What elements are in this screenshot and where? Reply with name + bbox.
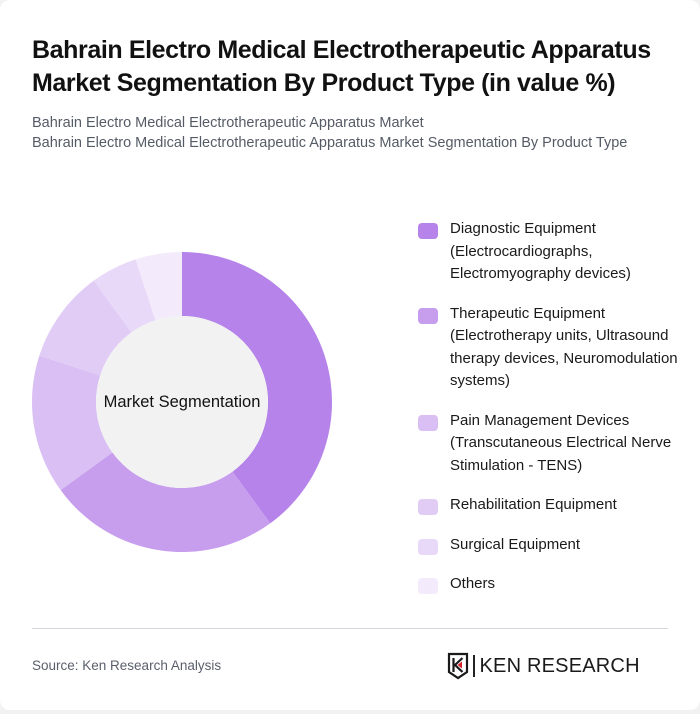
legend-item-surgical[interactable]: Surgical Equipment bbox=[418, 534, 678, 557]
ken-research-logo[interactable]: KEN RESEARCH bbox=[447, 652, 640, 680]
legend-swatch bbox=[418, 414, 438, 431]
donut-svg bbox=[31, 252, 332, 552]
legend-swatch bbox=[418, 499, 438, 515]
legend-swatch bbox=[418, 538, 438, 555]
legend-swatch bbox=[418, 578, 438, 594]
legend-item-therapeutic[interactable]: Therapeutic Equipment (Electrotherapy un… bbox=[418, 303, 678, 393]
subtitle-line-1: Bahrain Electro Medical Electrotherapeut… bbox=[32, 115, 424, 131]
logo-text: KEN RESEARCH bbox=[479, 655, 640, 677]
donut-chart bbox=[30, 250, 334, 554]
chart-subtitle: Bahrain Electro Medical Electrotherapeut… bbox=[32, 113, 672, 153]
chart-title: Bahrain Electro Medical Electrotherapeut… bbox=[32, 36, 651, 97]
donut-segment[interactable] bbox=[31, 355, 113, 491]
legend-label: Therapeutic Equipment (Electrotherapy un… bbox=[450, 304, 678, 390]
subtitle-line-2: Bahrain Electro Medical Electrotherapeut… bbox=[32, 135, 628, 151]
legend-label: Others bbox=[450, 575, 496, 592]
legend-item-diagnostic[interactable]: Diagnostic Equipment (Electrocardiograph… bbox=[418, 218, 678, 286]
legend-item-pain-management[interactable]: Pain Management Devices (Transcutaneous … bbox=[418, 410, 678, 478]
source-text: Source: Ken Research Analysis bbox=[32, 658, 222, 673]
legend-item-others[interactable]: Others bbox=[418, 573, 678, 596]
donut-segment[interactable] bbox=[60, 452, 271, 552]
donut-segment[interactable] bbox=[135, 252, 182, 321]
legend-label: Pain Management Devices (Transcutaneous … bbox=[450, 411, 672, 474]
legend-label: Rehabilitation Equipment bbox=[450, 496, 617, 513]
legend: Diagnostic Equipment (Electrocardiograph… bbox=[418, 218, 678, 613]
donut-center-label: Market Segmentation bbox=[103, 392, 261, 411]
donut-segment[interactable] bbox=[182, 252, 332, 524]
footer-divider bbox=[32, 628, 668, 629]
ken-research-shield-icon bbox=[447, 652, 469, 680]
logo-separator bbox=[473, 655, 475, 677]
legend-item-rehabilitation[interactable]: Rehabilitation Equipment bbox=[418, 494, 678, 517]
donut-segment[interactable] bbox=[39, 280, 132, 376]
legend-label: Surgical Equipment bbox=[450, 535, 581, 553]
legend-label: Diagnostic Equipment (Electrocardiograph… bbox=[450, 220, 631, 282]
donut-hole bbox=[96, 316, 268, 488]
donut-segment[interactable] bbox=[93, 259, 156, 333]
legend-swatch bbox=[418, 307, 438, 324]
legend-swatch bbox=[418, 223, 438, 239]
